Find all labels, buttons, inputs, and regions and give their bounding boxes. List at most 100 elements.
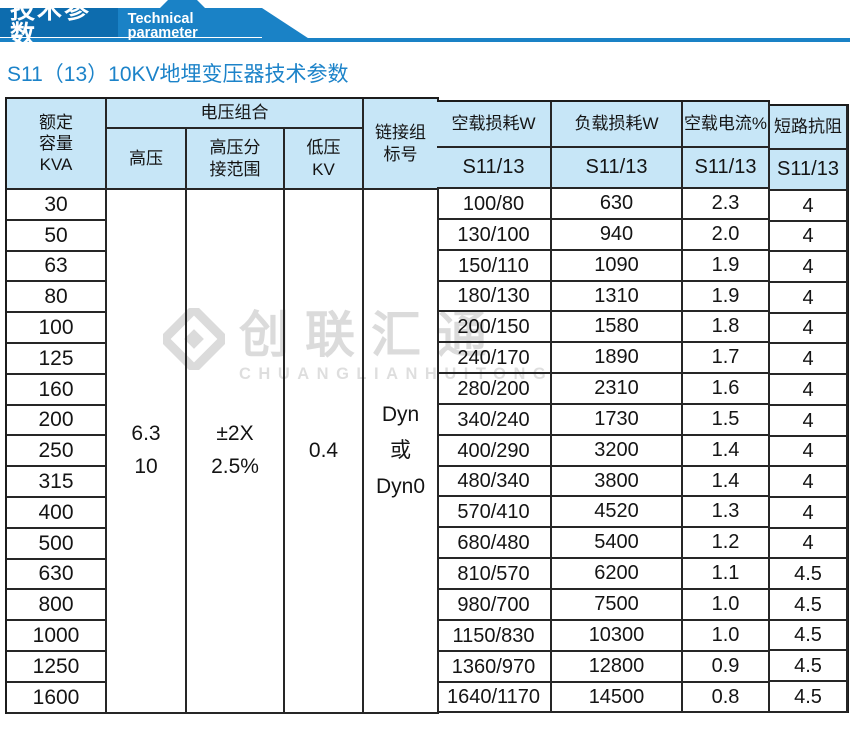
no-load-loss-cell: 1360/970 [437,651,552,683]
kva-cell: 200 [7,405,107,437]
no-load-loss-cell: 150/110 [437,250,552,282]
no-load-loss-cell: 100/80 [437,189,552,220]
spec-table: 额定 容量 KVA 电压组合 高压 高压分 接范围 低压 KV 链接组 标号 6… [5,97,849,717]
load-loss-cell: 14500 [552,682,683,714]
load-loss-cell: 7500 [552,589,683,621]
impedance-cell: 4 [770,528,848,560]
no-load-loss-cell: 180/130 [437,281,552,313]
no-load-loss-cell: 280/200 [437,374,552,405]
no-load-current-cell: 0.8 [683,682,770,714]
impedance-cell: 4 [770,191,848,222]
impedance-cell: 4 [770,252,848,284]
load-loss-cell: 5400 [552,528,683,560]
table-left-columns: 额定 容量 KVA 电压组合 高压 高压分 接范围 低压 KV 链接组 标号 6… [5,97,439,714]
header-impedance: 短路抗阻 [770,106,848,150]
impedance-cell: 4.5 [770,589,848,621]
no-load-current-cell: 1.7 [683,343,770,375]
banner-underline [0,38,850,42]
no-load-current-cell: 1.4 [683,435,770,467]
load-loss-cell: 1090 [552,250,683,282]
impedance-cell: 4.5 [770,651,848,682]
no-load-current-cell: 1.3 [683,497,770,529]
no-load-current-cell: 1.0 [683,620,770,652]
impedance-cell: 4.5 [770,620,848,652]
kva-cell: 1000 [7,621,107,652]
model-label-impedance: S11/13 [770,150,848,191]
model-label-load-loss: S11/13 [552,148,683,189]
header-vector-group: 链接组 标号 [364,99,439,190]
load-loss-cell: 10300 [552,620,683,652]
no-load-current-cell: 2.3 [683,189,770,220]
load-loss-cell: 6200 [552,559,683,590]
kva-cell: 630 [7,559,107,591]
impedance-cell: 4 [770,283,848,314]
kva-cell: 30 [7,190,107,221]
impedance-cell: 4.5 [770,682,848,713]
no-load-current-cell: 1.5 [683,404,770,436]
no-load-loss-cell: 200/150 [437,312,552,344]
table-right-column: 短路抗阻 S11/13 4 4 4 4 4 4 4 4 4 4 4 4 4.5 4.5 4.5 4.5 4.5 [770,104,849,713]
vector-value-cell: Dyn 或 Dyn0 [364,190,439,714]
kva-cell: 1600 [7,682,107,714]
no-load-current-cell: 1.4 [683,466,770,498]
header-no-load-loss: 空载损耗W [437,102,552,148]
impedance-cell: 4 [770,405,848,437]
no-load-current-cell: 1.2 [683,528,770,560]
header-no-load-current: 空载电流% [683,102,770,148]
no-load-loss-cell: 1640/1170 [437,682,552,714]
impedance-cell: 4 [770,313,848,345]
banner-fold [262,8,314,42]
load-loss-cell: 940 [552,219,683,251]
banner: 技术参数 Technical parameter [0,0,262,47]
load-loss-cell: 2310 [552,374,683,405]
header-capacity: 额定 容量 KVA [7,99,107,190]
no-load-current-cell: 1.6 [683,374,770,405]
header-lv: 低压 KV [285,129,364,190]
kva-cell: 100 [7,313,107,344]
no-load-current-cell: 1.0 [683,589,770,621]
no-load-loss-cell: 130/100 [437,219,552,251]
no-load-loss-cell: 400/290 [437,435,552,467]
load-loss-cell: 1310 [552,281,683,313]
impedance-cell: 4 [770,221,848,253]
load-loss-cell: 3800 [552,466,683,498]
model-label-no-load-current: S11/13 [683,148,770,189]
no-load-current-cell: 1.9 [683,281,770,313]
page-title: S11（13）10KV地埋变压器技术参数 [7,63,349,86]
kva-cell: 160 [7,374,107,406]
lv-value-cell: 0.4 [285,190,364,714]
kva-cell: 50 [7,220,107,252]
kva-cell: 315 [7,467,107,498]
impedance-cell: 4 [770,375,848,406]
load-loss-cell: 3200 [552,435,683,467]
hv-tap-value-cell: ±2X 2.5% [187,190,285,714]
header-load-loss: 负载损耗W [552,102,683,148]
banner-title-zh: 技术参数 [10,0,92,49]
no-load-loss-cell: 980/700 [437,589,552,621]
model-label-no-load-loss: S11/13 [437,148,552,189]
kva-cell: 250 [7,436,107,468]
banner-notch [159,0,206,9]
no-load-current-cell: 1.8 [683,312,770,344]
kva-cell: 800 [7,590,107,622]
load-loss-cell: 630 [552,189,683,220]
no-load-loss-cell: 680/480 [437,528,552,560]
no-load-loss-cell: 340/240 [437,404,552,436]
no-load-loss-cell: 810/570 [437,559,552,590]
load-loss-cell: 4520 [552,497,683,529]
header-hv: 高压 [107,129,187,190]
no-load-loss-cell: 1150/830 [437,620,552,652]
impedance-cell: 4 [770,436,848,468]
no-load-loss-cell: 240/170 [437,343,552,375]
load-loss-cell: 1890 [552,343,683,375]
impedance-cell: 4 [770,497,848,529]
no-load-current-cell: 0.9 [683,651,770,683]
load-loss-cell: 1730 [552,404,683,436]
kva-cell: 400 [7,497,107,529]
no-load-loss-cell: 570/410 [437,497,552,529]
impedance-cell: 4 [770,344,848,376]
hv-value-cell: 6.3 10 [107,190,187,714]
kva-cell: 1250 [7,651,107,683]
banner-title-en: Technical parameter [127,10,198,41]
table-middle-columns: 空载损耗W 负载损耗W 空载电流% S11/13 S11/13 S11/13 1… [437,100,770,714]
